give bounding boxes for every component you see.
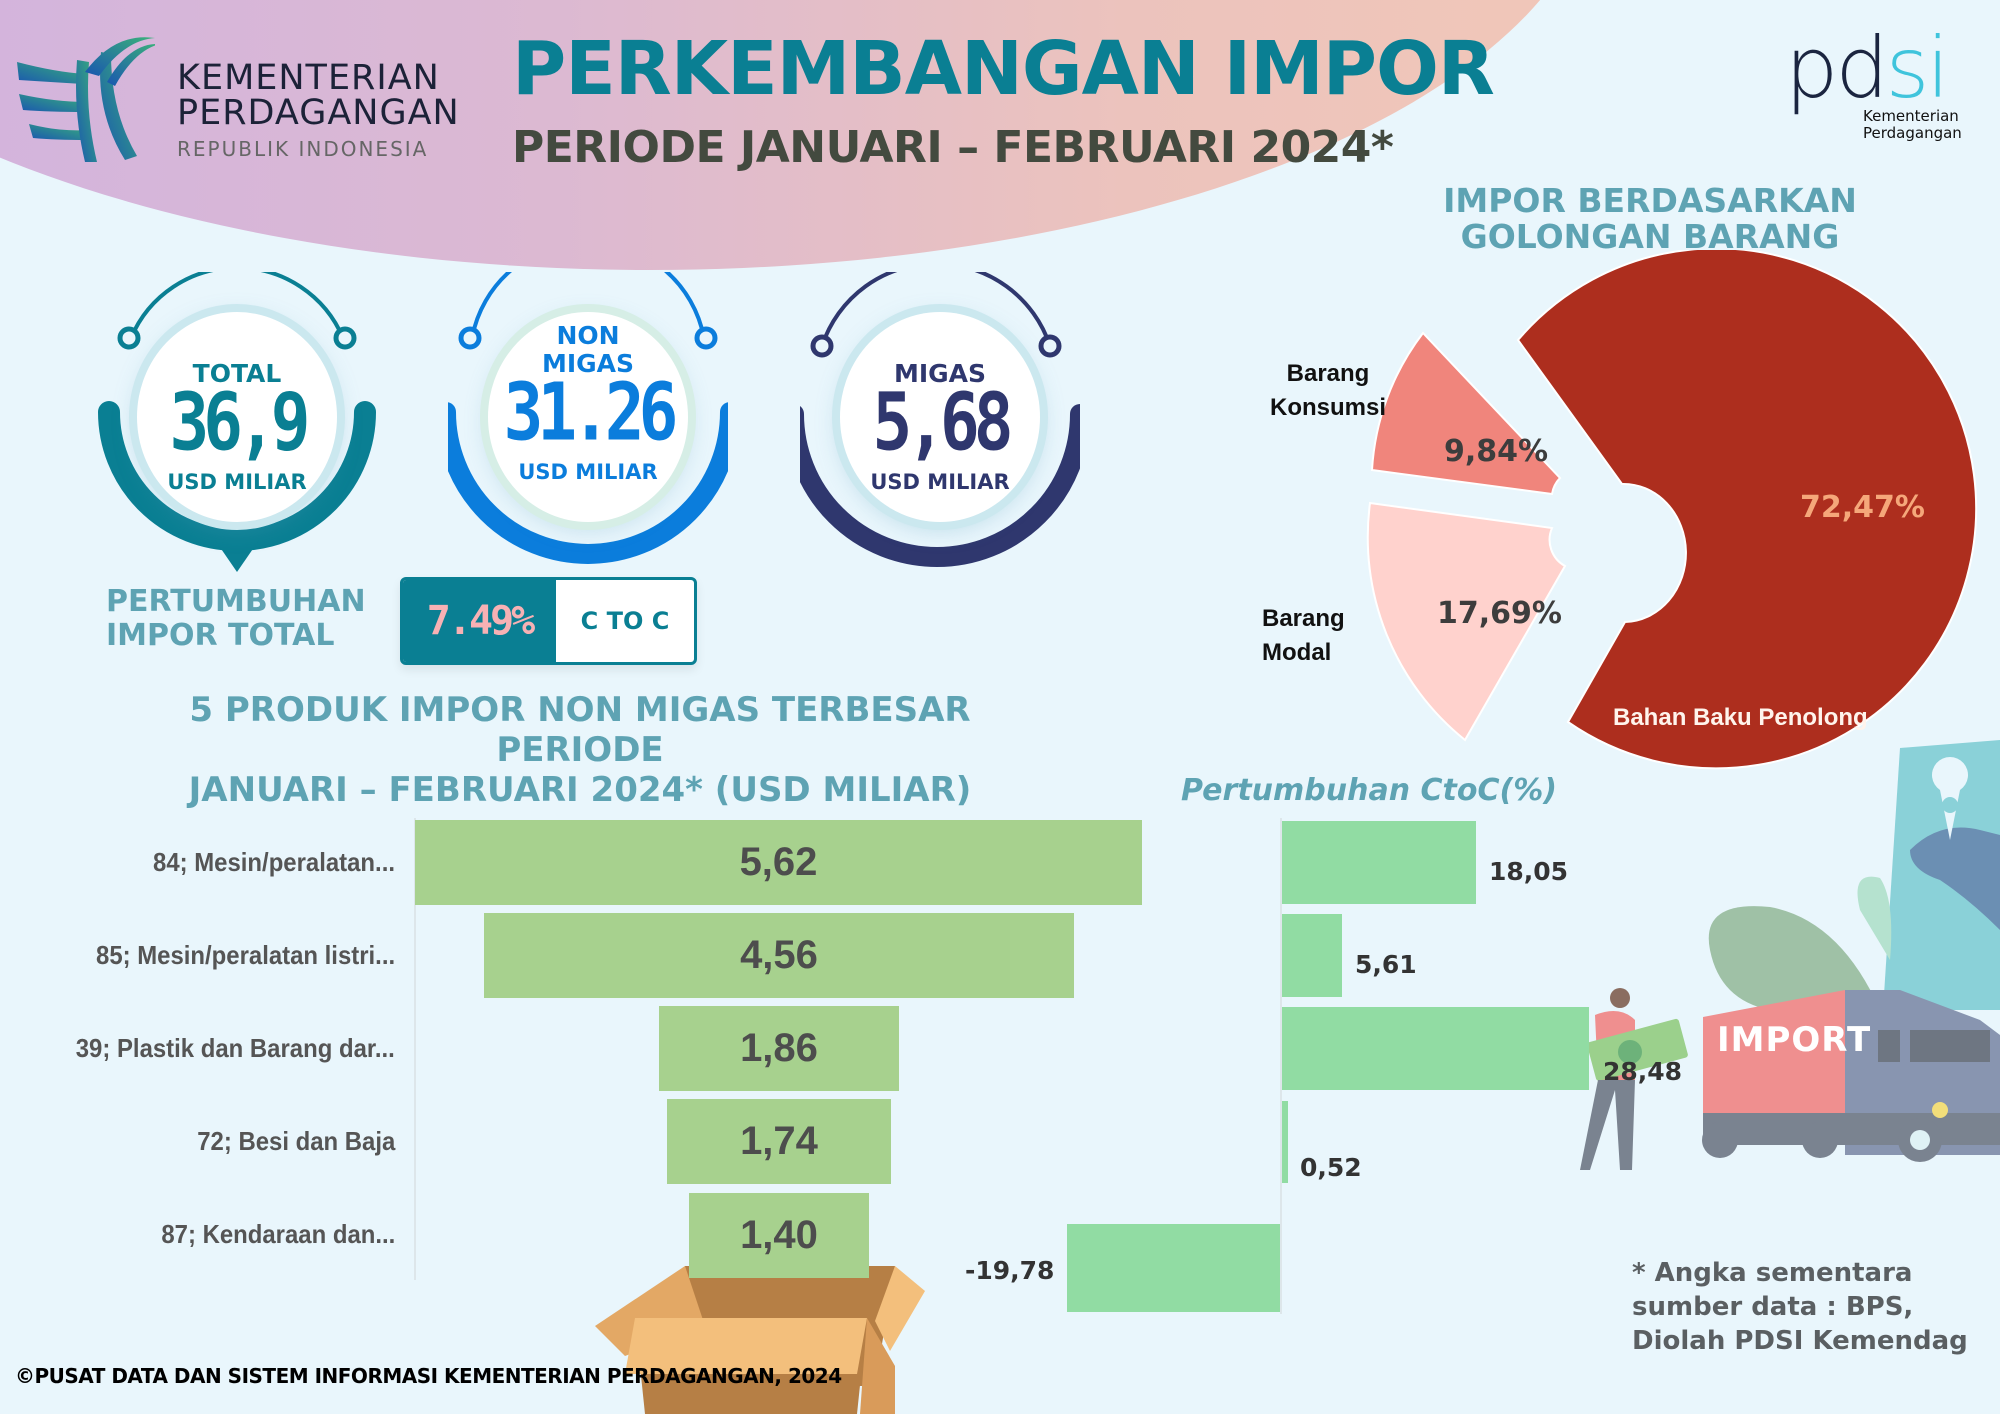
growth-total-label: PERTUMBUHAN IMPOR TOTAL [106, 585, 366, 653]
kpi-non-migas-ring [448, 272, 728, 564]
growth-bar [1282, 914, 1342, 997]
growth-total-badge: 7.49% C TO C [400, 577, 697, 665]
pdsi-logo-line-1: Kementerian [1863, 107, 1959, 125]
growth-total-value: 7.49% [403, 580, 556, 662]
kpi-migas-unit: USD MILIAR [870, 470, 1010, 494]
page-subtitle: PERIODE JANUARI – FEBRUARI 2024* [512, 122, 1394, 173]
pie-label-bahan-baku: Bahan Baku Penolong [1613, 704, 1868, 731]
footnote-line-3: Diolah PDSI Kemendag [1632, 1326, 1968, 1356]
kpi-migas: MIGAS 5,68 USD MILIAR [800, 272, 1080, 572]
funnel-label: 39; Plastik dan Barang dar... [75, 1033, 395, 1063]
kpi-migas-label: MIGAS [893, 359, 987, 388]
funnel-bar-value: 4,56 [740, 933, 818, 977]
kpi-non-migas: NON MIGAS 31.26 USD MILIAR [448, 272, 728, 572]
growth-bar-value: 5,61 [1355, 950, 1417, 979]
growth-bar [1067, 1224, 1280, 1312]
funnel-bar-value: 1,86 [740, 1026, 818, 1070]
kpi-total-ring [98, 272, 376, 572]
kpi-total-value: 36,9 [169, 376, 311, 469]
footnote: * Angka sementara sumber data : BPS, Dio… [1632, 1256, 1968, 1358]
kpi-migas-ring [800, 272, 1080, 567]
growth-bar-value: -19,78 [965, 1256, 1055, 1285]
funnel-label: 85; Mesin/peralatan listri... [95, 940, 395, 970]
kpi-non-migas-unit: USD MILIAR [518, 460, 658, 484]
pie-slice-barang-modal [1366, 501, 1567, 742]
box-illustration [595, 1266, 925, 1414]
kpi-total-unit: USD MILIAR [167, 470, 307, 494]
pie-title-1: IMPOR BERDASARKAN [1443, 181, 1857, 220]
growth-axis [1280, 818, 1282, 1314]
pie-label-konsumsi: Barang Konsumsi [1268, 357, 1388, 425]
kpi-migas-value: 5,68 [872, 376, 1014, 469]
kemendag-logo-icon [15, 32, 160, 167]
footnote-line-1: * Angka sementara [1632, 1258, 1913, 1288]
funnel-bar-value: 1,40 [740, 1213, 818, 1257]
growth-bar [1282, 1101, 1288, 1183]
copyright: ©PUSAT DATA DAN SISTEM INFORMASI KEMENTE… [15, 1364, 842, 1388]
pie-chart [1366, 250, 1978, 770]
kpi-total: TOTAL 36,9 USD MILIAR [97, 272, 377, 572]
growth-chart-title: Pertumbuhan CtoC(%) [1181, 773, 1557, 808]
pie-pct-bahan-baku: 72,47% [1800, 490, 1925, 525]
growth-bar-value: 0,52 [1300, 1153, 1362, 1182]
pie-slice-barang-konsumsi [1370, 331, 1562, 496]
growth-bar [1282, 821, 1476, 904]
funnel-bar: 4,56 [484, 913, 1074, 998]
funnel-bar: 1,86 [659, 1006, 899, 1091]
pie-title: IMPOR BERDASARKAN GOLONGAN BARANG [1400, 183, 1900, 255]
page-title: PERKEMBANGAN IMPOR [512, 26, 1495, 112]
footnote-line-2: sumber data : BPS, [1632, 1292, 1914, 1322]
pie-pct-konsumsi: 9,84% [1444, 434, 1549, 469]
pie-label-modal-text: Barang Modal [1262, 605, 1345, 666]
funnel-bar-value: 1,74 [740, 1119, 818, 1163]
kpi-non-migas-label-1: NON [556, 321, 620, 350]
kpi-migas-card: MIGAS 5,68 USD MILIAR [840, 312, 1040, 522]
funnel-axis [414, 818, 416, 1280]
funnel-label: 72; Besi dan Baja [196, 1126, 395, 1156]
pie-label-modal: Barang Modal [1262, 602, 1362, 670]
logo-line-1: KEMENTERIAN [177, 58, 440, 98]
funnel-label: 84; Mesin/peralatan... [153, 847, 395, 877]
funnel-title-2: JANUARI – FEBRUARI 2024* (USD MILIAR) [188, 770, 972, 810]
growth-total-basis: C TO C [580, 607, 670, 635]
pdsi-logo: pdsi Kementerian Perdagangan [1785, 26, 1985, 142]
logo-line-2: PERDAGANGAN [177, 93, 460, 133]
funnel-title-1: 5 PRODUK IMPOR NON MIGAS TERBESAR PERIOD… [189, 690, 971, 770]
growth-bar [1282, 1007, 1589, 1090]
funnel-label: 87; Kendaraan dan... [161, 1219, 395, 1249]
pdsi-logo-line-2: Perdagangan [1863, 124, 1962, 142]
growth-bar-value: 28,48 [1603, 1057, 1683, 1086]
pie-slice-bahan-baku [1516, 250, 1978, 770]
kpi-non-migas-card: NON MIGAS 31.26 USD MILIAR [488, 312, 688, 522]
funnel-bar: 5,62 [415, 820, 1142, 905]
kpi-total-card: TOTAL 36,9 USD MILIAR [137, 312, 337, 522]
funnel-title: 5 PRODUK IMPOR NON MIGAS TERBESAR PERIOD… [100, 690, 1060, 810]
pdsi-logo-light: si [1885, 19, 1950, 117]
growth-total-label-2: IMPOR TOTAL [106, 618, 335, 653]
pie-pct-modal: 17,69% [1437, 596, 1562, 631]
pie-title-2: GOLONGAN BARANG [1460, 217, 1840, 256]
kpi-total-label: TOTAL [192, 359, 282, 388]
funnel-bar-value: 5,62 [739, 840, 818, 884]
funnel-bar: 1,74 [667, 1099, 891, 1184]
growth-total-label-1: PERTUMBUHAN [106, 584, 366, 619]
kpi-non-migas-label-2: MIGAS [541, 349, 635, 378]
truck-label: IMPORT [1717, 1020, 1872, 1060]
growth-bar-value: 18,05 [1489, 857, 1569, 886]
pdsi-logo-dark: pd [1785, 19, 1889, 117]
kpi-non-migas-value: 31.26 [503, 366, 679, 459]
import-truck-illustration [1580, 740, 2000, 1170]
pie-label-konsumsi-text: Barang Konsumsi [1269, 360, 1386, 421]
logo-line-3: REPUBLIK INDONESIA [177, 137, 429, 161]
funnel-bar: 1,40 [689, 1193, 869, 1278]
